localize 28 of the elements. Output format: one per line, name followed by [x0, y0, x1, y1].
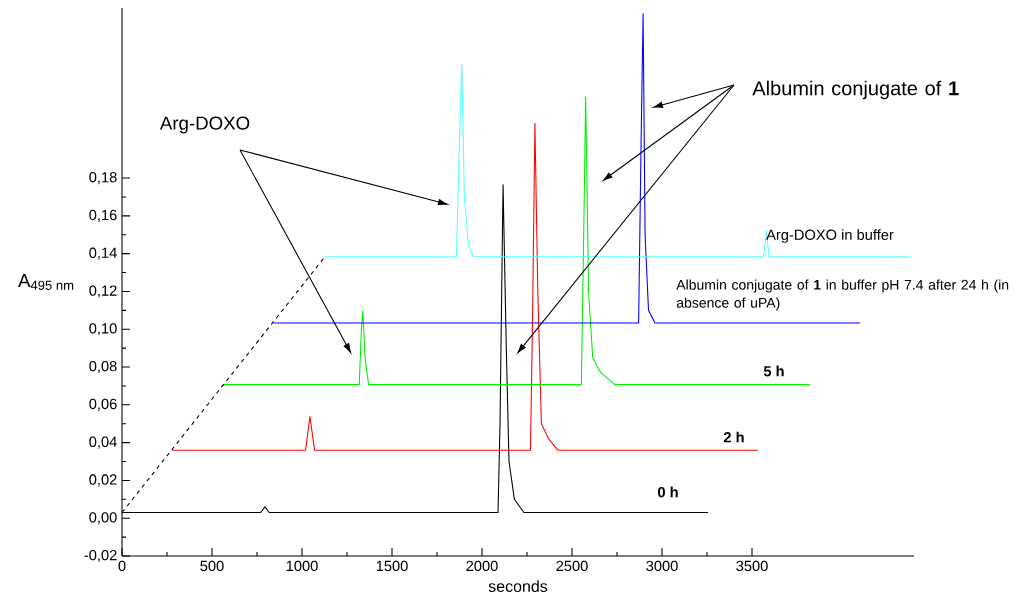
- x-tick-label: 0: [118, 560, 126, 572]
- y-tick-label: 0,10: [89, 323, 117, 336]
- y-tick-label: 0,06: [89, 398, 117, 411]
- y-axis-title: A$_{495 nm}$: [18, 274, 74, 290]
- y-tick-label: 0,16: [89, 209, 117, 222]
- x-tick-label: 2000: [466, 560, 498, 572]
- x-axis-title: seconds: [488, 580, 548, 592]
- annotation: Arg-DOXO: [159, 116, 250, 134]
- annotation: Albumin conjugate of 1: [752, 80, 959, 100]
- y-tick-label: 0,12: [89, 285, 117, 298]
- x-tick-label: 500: [200, 560, 224, 572]
- x-tick-label: 2500: [556, 560, 588, 572]
- y-tick-label: 0,00: [89, 512, 117, 525]
- series-label: 5 h: [763, 365, 784, 377]
- series-label: 0 h: [658, 486, 678, 498]
- y-tick-label: -0,02: [84, 549, 117, 563]
- y-tick-label: 0,08: [89, 360, 117, 374]
- x-tick-label: 1000: [286, 560, 318, 572]
- text: Albumin conjugate of 1 in buffer pH 7.4 after 24 h (in absence of uPA): [676, 279, 1009, 311]
- y-tick-label: 0,14: [89, 247, 117, 260]
- y-tick-label: 0,02: [89, 474, 117, 487]
- x-tick-label: 1500: [376, 560, 408, 572]
- x-tick-label: 3500: [736, 560, 768, 572]
- y-tick-label: 0,18: [89, 172, 117, 185]
- series-label: 2 h: [723, 431, 744, 443]
- x-tick-label: 3000: [646, 560, 678, 572]
- y-tick-label: 0,04: [89, 436, 117, 449]
- series-label: Arg-DOXO in buffer: [766, 229, 894, 243]
